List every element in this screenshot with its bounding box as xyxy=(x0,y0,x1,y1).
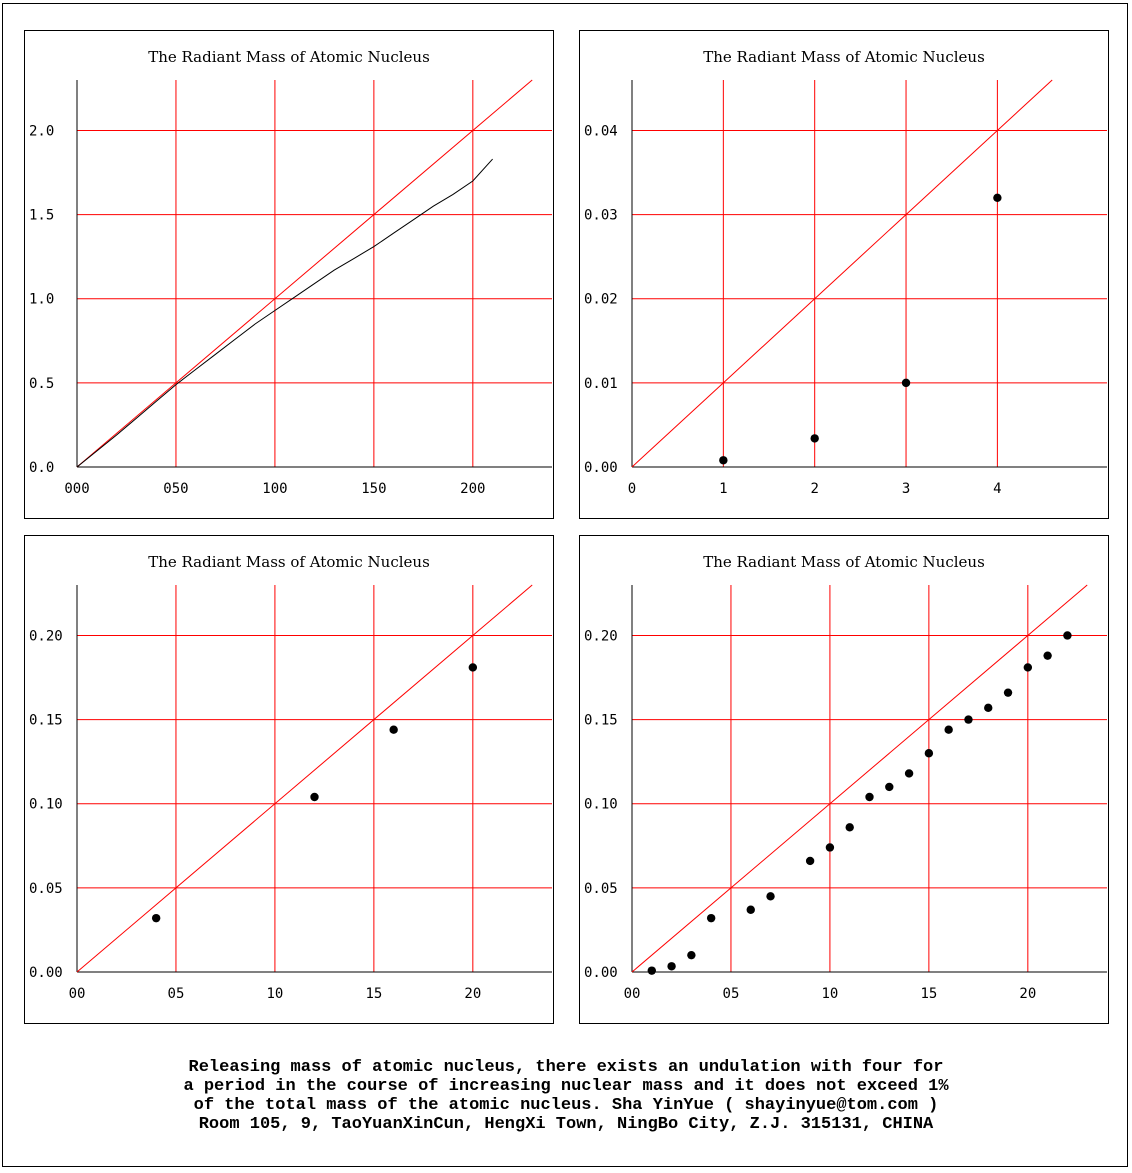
data-point xyxy=(310,792,319,802)
reference-line xyxy=(76,79,533,468)
x-tick-label: 2 xyxy=(810,481,818,497)
y-tick-label: 0.15 xyxy=(584,713,618,729)
chart-svg: The Radiant Mass of Atomic Nucleus 0.00 0.… xyxy=(579,30,1109,519)
y-tick-label: 1.5 xyxy=(29,208,54,224)
data-point xyxy=(1003,688,1013,697)
x-tick-label: 4 xyxy=(993,481,1001,497)
data-point xyxy=(687,950,696,960)
data-point xyxy=(151,913,161,923)
caption: Releasing mass of atomic nucleus, there … xyxy=(0,1058,1132,1134)
caption-line-3: of the total mass of the atomic nucleus.… xyxy=(193,1096,939,1115)
data-point xyxy=(766,892,775,901)
x-tick-label: 20 xyxy=(464,986,481,1002)
chart-svg: The Radiant Mass of Atomic Nucleus 0.00 0.… xyxy=(579,535,1109,1024)
data-point xyxy=(904,769,914,778)
x-tick-label: 100 xyxy=(262,481,287,497)
y-tick-label: 0.04 xyxy=(584,123,618,139)
chart-title: The Radiant Mass of Atomic Nucleus xyxy=(703,553,985,571)
y-tick-label: 0.0 xyxy=(29,460,54,476)
x-tick-label: 000 xyxy=(64,481,89,497)
y-tick-label: 0.00 xyxy=(29,965,63,981)
chart-title: The Radiant Mass of Atomic Nucleus xyxy=(148,48,430,66)
x-tick-label: 3 xyxy=(902,481,910,497)
y-tick-label: 0.20 xyxy=(584,628,618,644)
x-tick-label: 05 xyxy=(168,986,185,1002)
y-tick-label: 2.0 xyxy=(29,123,54,139)
y-tick-label: 0.10 xyxy=(29,797,63,813)
x-tick-label: 150 xyxy=(361,481,386,497)
data-point xyxy=(468,663,478,672)
x-tick-label: 20 xyxy=(1019,986,1036,1002)
data-point xyxy=(825,843,835,852)
panel-border xyxy=(579,30,1109,519)
data-point xyxy=(964,715,973,724)
y-tick-label: 0.03 xyxy=(584,208,618,224)
chart-panel-2: The Radiant Mass of Atomic Nucleus 0.00 0.… xyxy=(579,30,1109,519)
reference-line xyxy=(631,79,1053,468)
data-point xyxy=(1023,663,1033,672)
caption-line-2: a period in the course of increasing nuc… xyxy=(183,1077,949,1096)
x-tick-label: 1 xyxy=(719,481,727,497)
data-point xyxy=(1063,631,1072,640)
data-point xyxy=(845,823,854,832)
chart-panel-1: The Radiant Mass of Atomic Nucleus 0.0 0.5… xyxy=(24,30,554,519)
x-tick-label: 00 xyxy=(624,986,641,1002)
data-point xyxy=(667,962,676,971)
y-tick-label: 0.02 xyxy=(584,292,618,308)
chart-svg: The Radiant Mass of Atomic Nucleus 0.0 0.5… xyxy=(24,30,554,519)
y-tick-label: 0.5 xyxy=(29,376,54,392)
y-tick-label: 0.15 xyxy=(29,713,63,729)
y-tick-label: 0.00 xyxy=(584,460,618,476)
data-point xyxy=(924,749,934,758)
data-point xyxy=(647,966,656,975)
data-point xyxy=(805,856,815,866)
y-tick-label: 0.10 xyxy=(584,797,618,813)
x-tick-label: 00 xyxy=(69,986,86,1002)
y-tick-label: 0.20 xyxy=(29,628,63,644)
x-tick-label: 10 xyxy=(821,986,838,1002)
reference-line xyxy=(631,584,1088,973)
data-point xyxy=(865,792,874,802)
caption-line-1: Releasing mass of atomic nucleus, there … xyxy=(188,1058,944,1077)
x-tick-label: 050 xyxy=(163,481,188,497)
chart-panel-3: The Radiant Mass of Atomic Nucleus 0.00 0.… xyxy=(24,535,554,1024)
x-tick-label: 15 xyxy=(365,986,382,1002)
chart-title: The Radiant Mass of Atomic Nucleus xyxy=(148,553,430,571)
data-point xyxy=(810,434,819,443)
x-tick-label: 200 xyxy=(460,481,485,497)
data-point xyxy=(1043,651,1052,660)
data-point xyxy=(984,703,993,713)
data-point xyxy=(944,725,953,734)
reference-line xyxy=(76,584,533,973)
data-point xyxy=(706,913,716,923)
chart-panel-4: The Radiant Mass of Atomic Nucleus 0.00 0.… xyxy=(579,535,1109,1024)
data-curve xyxy=(76,158,493,468)
data-point xyxy=(885,782,894,792)
x-tick-label: 05 xyxy=(723,986,740,1002)
chart-svg: The Radiant Mass of Atomic Nucleus 0.00 0.… xyxy=(24,535,554,1024)
data-point xyxy=(901,378,911,388)
y-tick-label: 0.05 xyxy=(584,881,618,897)
y-tick-label: 0.05 xyxy=(29,881,63,897)
data-point xyxy=(746,905,755,914)
y-tick-label: 0.01 xyxy=(584,376,618,392)
chart-title: The Radiant Mass of Atomic Nucleus xyxy=(703,48,985,66)
panel-border xyxy=(24,535,554,1024)
caption-line-4: Room 105, 9, TaoYuanXinCun, HengXi Town,… xyxy=(198,1115,934,1134)
data-point xyxy=(389,725,398,734)
y-tick-label: 0.00 xyxy=(584,965,618,981)
data-point xyxy=(719,456,728,465)
x-tick-label: 0 xyxy=(628,481,636,497)
x-tick-label: 10 xyxy=(266,986,283,1002)
y-tick-label: 1.0 xyxy=(29,292,54,308)
x-tick-label: 15 xyxy=(920,986,937,1002)
panel-border xyxy=(579,535,1109,1024)
data-point xyxy=(993,193,1002,202)
